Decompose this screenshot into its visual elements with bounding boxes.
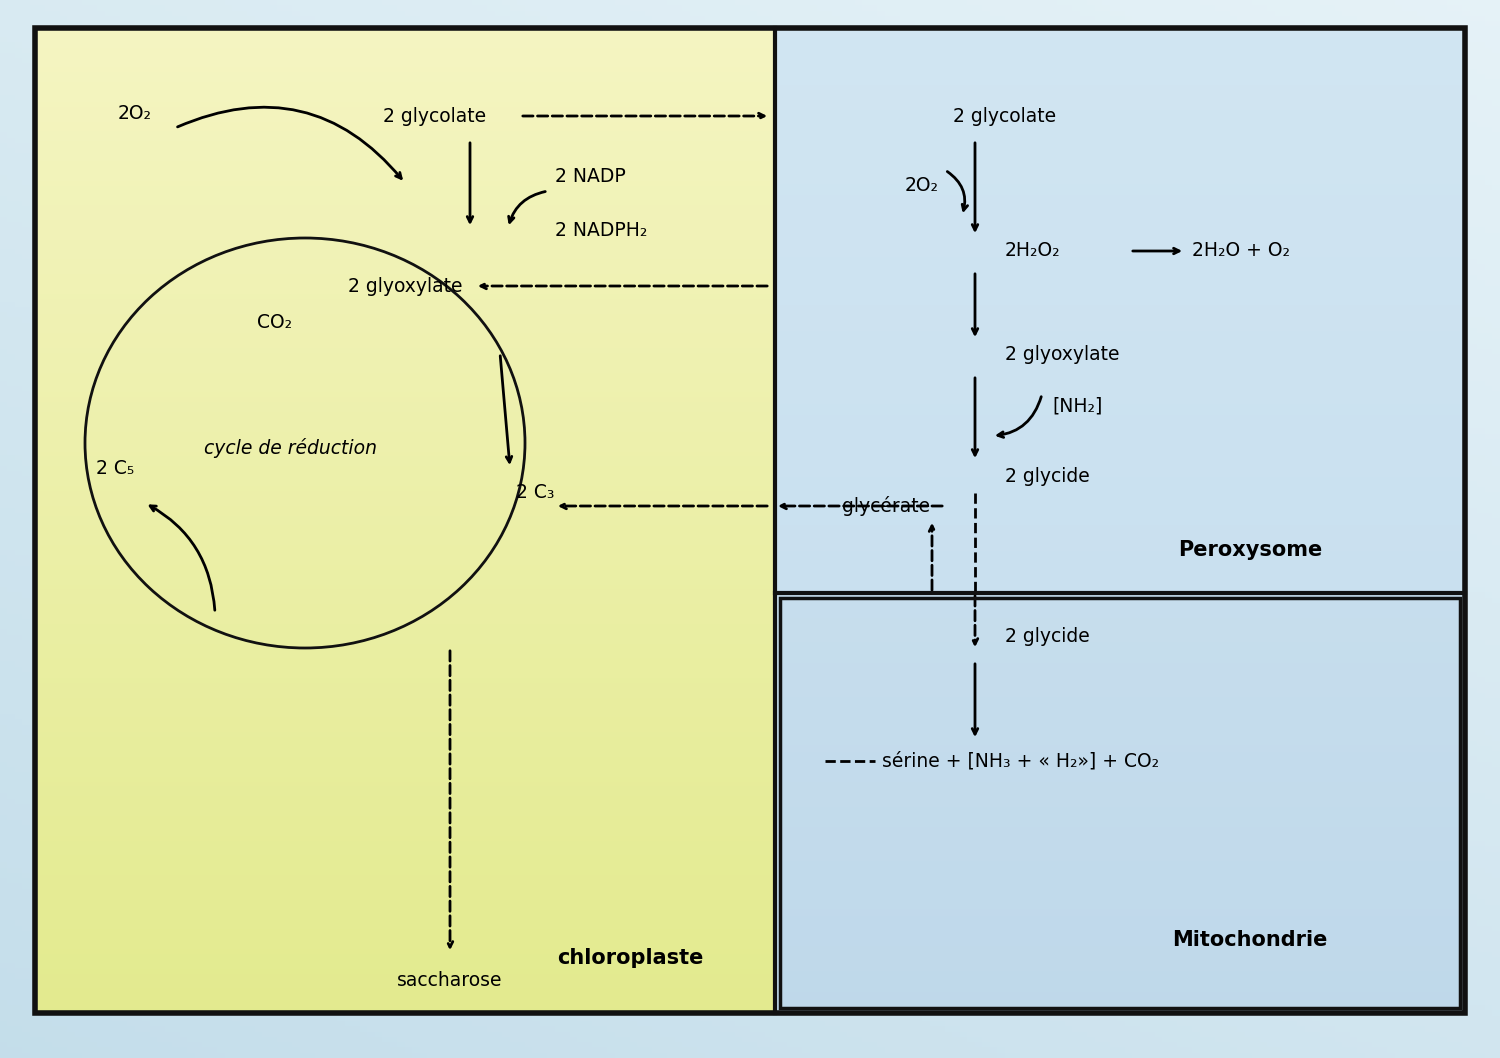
Text: 2 glycide: 2 glycide — [1005, 467, 1089, 486]
Text: [NH₂]: [NH₂] — [1052, 397, 1102, 416]
Text: CO₂: CO₂ — [258, 313, 292, 332]
Text: 2O₂: 2O₂ — [904, 177, 939, 196]
Text: 2 C₅: 2 C₅ — [96, 458, 134, 477]
Text: 2 glyoxylate: 2 glyoxylate — [348, 276, 462, 295]
Text: 2 NADP: 2 NADP — [555, 166, 626, 185]
Text: 2O₂: 2O₂ — [118, 104, 152, 123]
Text: glycérate: glycérate — [842, 496, 930, 516]
Text: sérine + [NH₃ + « H₂»] + CO₂: sérine + [NH₃ + « H₂»] + CO₂ — [882, 751, 1160, 770]
Text: 2 glycide: 2 glycide — [1005, 626, 1089, 645]
Bar — [780, 598, 1460, 1008]
Text: cycle de réduction: cycle de réduction — [204, 438, 376, 458]
Text: chloroplaste: chloroplaste — [556, 948, 704, 968]
Text: 2 glycolate: 2 glycolate — [384, 107, 486, 126]
Text: 2H₂O₂: 2H₂O₂ — [1005, 241, 1060, 260]
Text: saccharose: saccharose — [398, 970, 502, 989]
Text: 2H₂O + O₂: 2H₂O + O₂ — [1192, 241, 1290, 260]
Text: 2 glycolate: 2 glycolate — [954, 107, 1056, 126]
Text: 2 NADPH₂: 2 NADPH₂ — [555, 220, 648, 239]
Text: 2 glyoxylate: 2 glyoxylate — [1005, 346, 1119, 365]
Text: Peroxysome: Peroxysome — [1178, 540, 1322, 560]
Text: 2 C₃: 2 C₃ — [516, 484, 555, 503]
Text: Mitochondrie: Mitochondrie — [1173, 930, 1328, 950]
